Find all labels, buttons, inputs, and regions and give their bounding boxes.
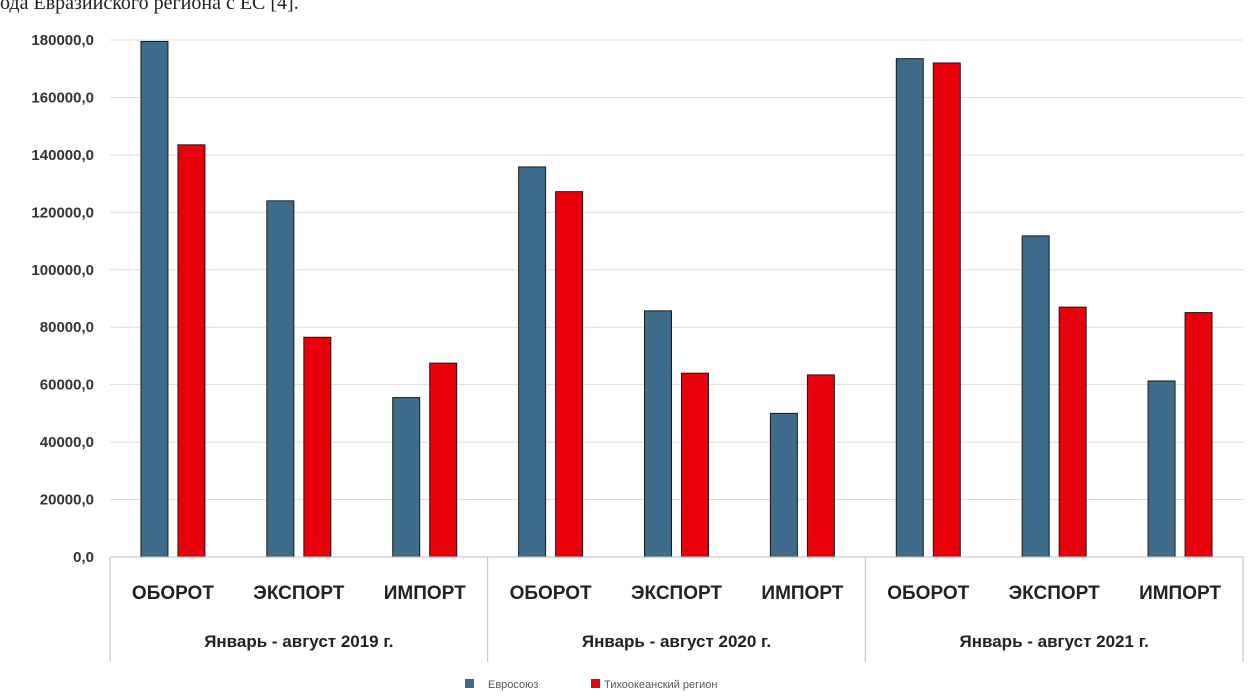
bar-series1 [392,397,421,558]
bar-series1 [1147,380,1176,558]
group-label: Январь - август 2020 г. [582,632,771,651]
bar-series2 [303,336,332,558]
bar-series2 [555,191,584,558]
bar-series1 [769,412,798,558]
bar-series2 [1184,312,1213,558]
bar-series2 [1058,306,1087,558]
x-axis [109,556,1244,662]
group-label: Январь - август 2019 г. [204,632,393,651]
bar-series2 [806,374,835,558]
legend: Евросоюз Тихоокеанский регион [465,679,717,691]
x-tick-label: ИМПОРТ [761,583,843,604]
bar-series1 [644,310,672,558]
group-label: Январь - август 2021 г. [960,632,1149,651]
x-axis-group-labels: Январь - август 2019 г. Январь - август 2… [204,632,1149,651]
bar-series2 [681,372,709,558]
bar-series1 [518,166,547,558]
y-tick-label: 140000,0 [31,147,94,164]
y-tick-label: 60000,0 [40,377,94,394]
x-tick-label: ЭКСПОРТ [1009,583,1100,604]
y-tick-label: 100000,0 [31,262,94,279]
x-axis-tick-labels: ОБОРОТ ЭКСПОРТ ИМПОРТ ОБОРОТ ЭКСПОРТ ИМПОРТ ОБ… [132,583,1221,604]
legend-label: Евросоюз [488,679,538,691]
y-tick-label: 20000,0 [40,492,94,509]
bar-series1 [1021,235,1050,558]
bars [140,40,1213,558]
x-tick-label: ОБОРОТ [132,583,214,604]
x-tick-label: ЭКСПОРТ [631,583,722,604]
legend-swatch [465,679,474,688]
bar-series2 [429,362,458,558]
x-tick-label: ИМПОРТ [1139,583,1221,604]
y-tick-label: 80000,0 [40,319,94,336]
y-axis-tick-labels: 0,0 20000,0 40000,0 60000,0 80000,0 100000,0 1… [31,32,94,566]
bar-series2 [177,144,206,558]
y-tick-label: 120000,0 [31,204,94,221]
bar-series1 [140,40,169,558]
y-tick-label: 0,0 [73,549,94,566]
x-tick-label: ЭКСПОРТ [253,583,344,604]
x-tick-label: ОБОРОТ [887,583,969,604]
legend-label: Тихоокеанский регион [604,679,717,691]
x-tick-label: ИМПОРТ [384,583,466,604]
legend-swatch [591,679,600,688]
bar-series2 [932,62,961,558]
y-tick-label: 40000,0 [40,434,94,451]
y-tick-label: 180000,0 [31,32,94,49]
y-tick-label: 160000,0 [31,89,94,106]
x-tick-label: ОБОРОТ [510,583,592,604]
gridlines [110,39,1243,558]
bar-series1 [895,58,924,558]
clipped-top-text: ода Евразийского региона с ЕС [4]. [0,0,299,14]
bar-series1 [266,200,295,558]
